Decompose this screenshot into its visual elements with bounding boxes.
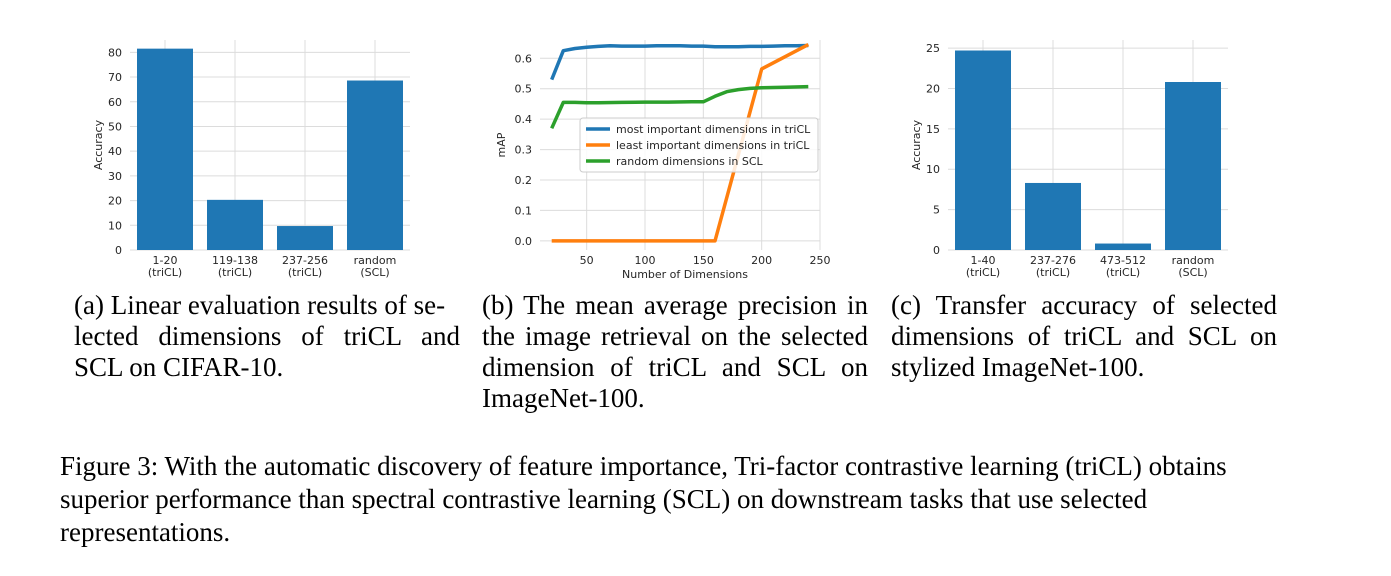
- x-tick-label: (SCL): [1178, 266, 1207, 279]
- caption-b-line: the image retrieval on the selected: [482, 321, 868, 351]
- x-tick-label: 50: [580, 254, 594, 267]
- y-tick-label: 5: [933, 204, 940, 217]
- caption-a-line: (a) Linear evaluation results of se-: [74, 290, 446, 320]
- caption-c-line: stylized ImageNet-100.: [891, 352, 1145, 382]
- caption-a-line: SCL on CIFAR-10.: [74, 352, 284, 382]
- bar: [277, 226, 333, 250]
- caption-c-line: (c) Transfer accuracy of selected: [891, 290, 1277, 320]
- y-tick-label: 0.6: [515, 52, 533, 65]
- x-tick-label: 150: [693, 254, 714, 267]
- x-tick-label: 250: [810, 254, 831, 267]
- bar: [955, 50, 1011, 250]
- y-tick-label: 10: [926, 163, 940, 176]
- y-tick-label: 15: [926, 123, 940, 136]
- legend-label: least important dimensions in triCL: [616, 139, 810, 152]
- x-tick-label: 200: [751, 254, 772, 267]
- caption-b-line: dimension of triCL and SCL on: [482, 352, 868, 382]
- y-tick-label: 30: [108, 170, 122, 183]
- x-tick-label: (triCL): [1106, 266, 1140, 279]
- chart-b: 0.0 0.1 0.2 0.3 0.4 0.5 0.6 50 100 150 200 250 most …: [495, 40, 831, 281]
- y-tick-label: 50: [108, 120, 122, 133]
- bar: [1165, 82, 1221, 250]
- y-tick-label: 0: [115, 244, 122, 257]
- x-tick-label: (SCL): [360, 266, 389, 279]
- y-tick-label: 25: [926, 42, 940, 55]
- y-tick-label: 0.0: [515, 235, 533, 248]
- y-tick-label: 20: [108, 195, 122, 208]
- caption-b-line: ImageNet-100.: [482, 383, 645, 413]
- y-tick-label: 0.3: [515, 144, 533, 157]
- legend-label: random dimensions in SCL: [616, 155, 764, 168]
- x-tick-label: (triCL): [218, 266, 252, 279]
- x-axis-label: Number of Dimensions: [622, 268, 748, 281]
- chart-c: 05101520251-40(triCL)237-276(triCL)473-5…: [910, 40, 1228, 279]
- caption-c-line: dimensions of triCL and SCL on: [891, 321, 1277, 351]
- bar: [1025, 182, 1081, 250]
- caption-a-line: lected dimensions of triCL and: [74, 321, 460, 351]
- x-tick-label: random: [354, 254, 397, 267]
- y-axis-label: mAP: [495, 132, 508, 157]
- x-tick-label: 100: [635, 254, 656, 267]
- x-tick-label: 237-276: [1030, 254, 1076, 267]
- bar: [207, 199, 263, 250]
- series-line: [550, 84, 809, 130]
- y-tick-label: 10: [108, 219, 122, 232]
- x-tick-label: (triCL): [288, 266, 322, 279]
- x-tick-label: (triCL): [148, 266, 182, 279]
- y-axis-label: Accuracy: [910, 119, 923, 170]
- bar: [347, 80, 403, 251]
- caption-c: (c) Transfer accuracy of selected dimens…: [891, 290, 1277, 383]
- y-tick-label: 0: [933, 244, 940, 257]
- y-axis-label: Accuracy: [92, 119, 105, 170]
- x-tick-label: (triCL): [1036, 266, 1070, 279]
- bar: [137, 48, 193, 250]
- y-tick-label: 20: [926, 82, 940, 95]
- x-tick-label: 1-20: [153, 254, 178, 267]
- caption-a: (a) Linear evaluation results of se- lec…: [74, 290, 460, 383]
- y-tick-label: 0.4: [515, 113, 533, 126]
- y-tick-label: 80: [108, 46, 122, 59]
- legend: most important dimensions in triCL least …: [579, 117, 819, 173]
- x-tick-label: 119-138: [212, 254, 258, 267]
- y-tick-label: 0.2: [515, 174, 533, 187]
- y-tick-label: 70: [108, 71, 122, 84]
- series-line: [550, 43, 809, 81]
- legend-box: [579, 117, 819, 173]
- legend-label: most important dimensions in triCL: [616, 123, 811, 136]
- y-tick-label: 0.1: [515, 204, 533, 217]
- bar: [1095, 243, 1151, 250]
- figure-caption: Figure 3: With the automatic discovery o…: [60, 451, 1227, 547]
- x-tick-label: (triCL): [966, 266, 1000, 279]
- x-tick-label: 1-40: [971, 254, 996, 267]
- x-tick-label: 473-512: [1100, 254, 1146, 267]
- chart-a: 010203040506070801-20(triCL)119-138(triC…: [92, 40, 410, 279]
- y-tick-label: 0.5: [515, 83, 533, 96]
- figure-charts: 010203040506070801-20(triCL)119-138(triC…: [92, 40, 1228, 281]
- caption-b: (b) The mean average precision in the im…: [482, 290, 868, 414]
- y-tick-label: 40: [108, 145, 122, 158]
- x-tick-label: random: [1172, 254, 1215, 267]
- caption-b-line: (b) The mean average precision in: [482, 290, 868, 320]
- x-tick-label: 237-256: [282, 254, 328, 267]
- y-tick-label: 60: [108, 96, 122, 109]
